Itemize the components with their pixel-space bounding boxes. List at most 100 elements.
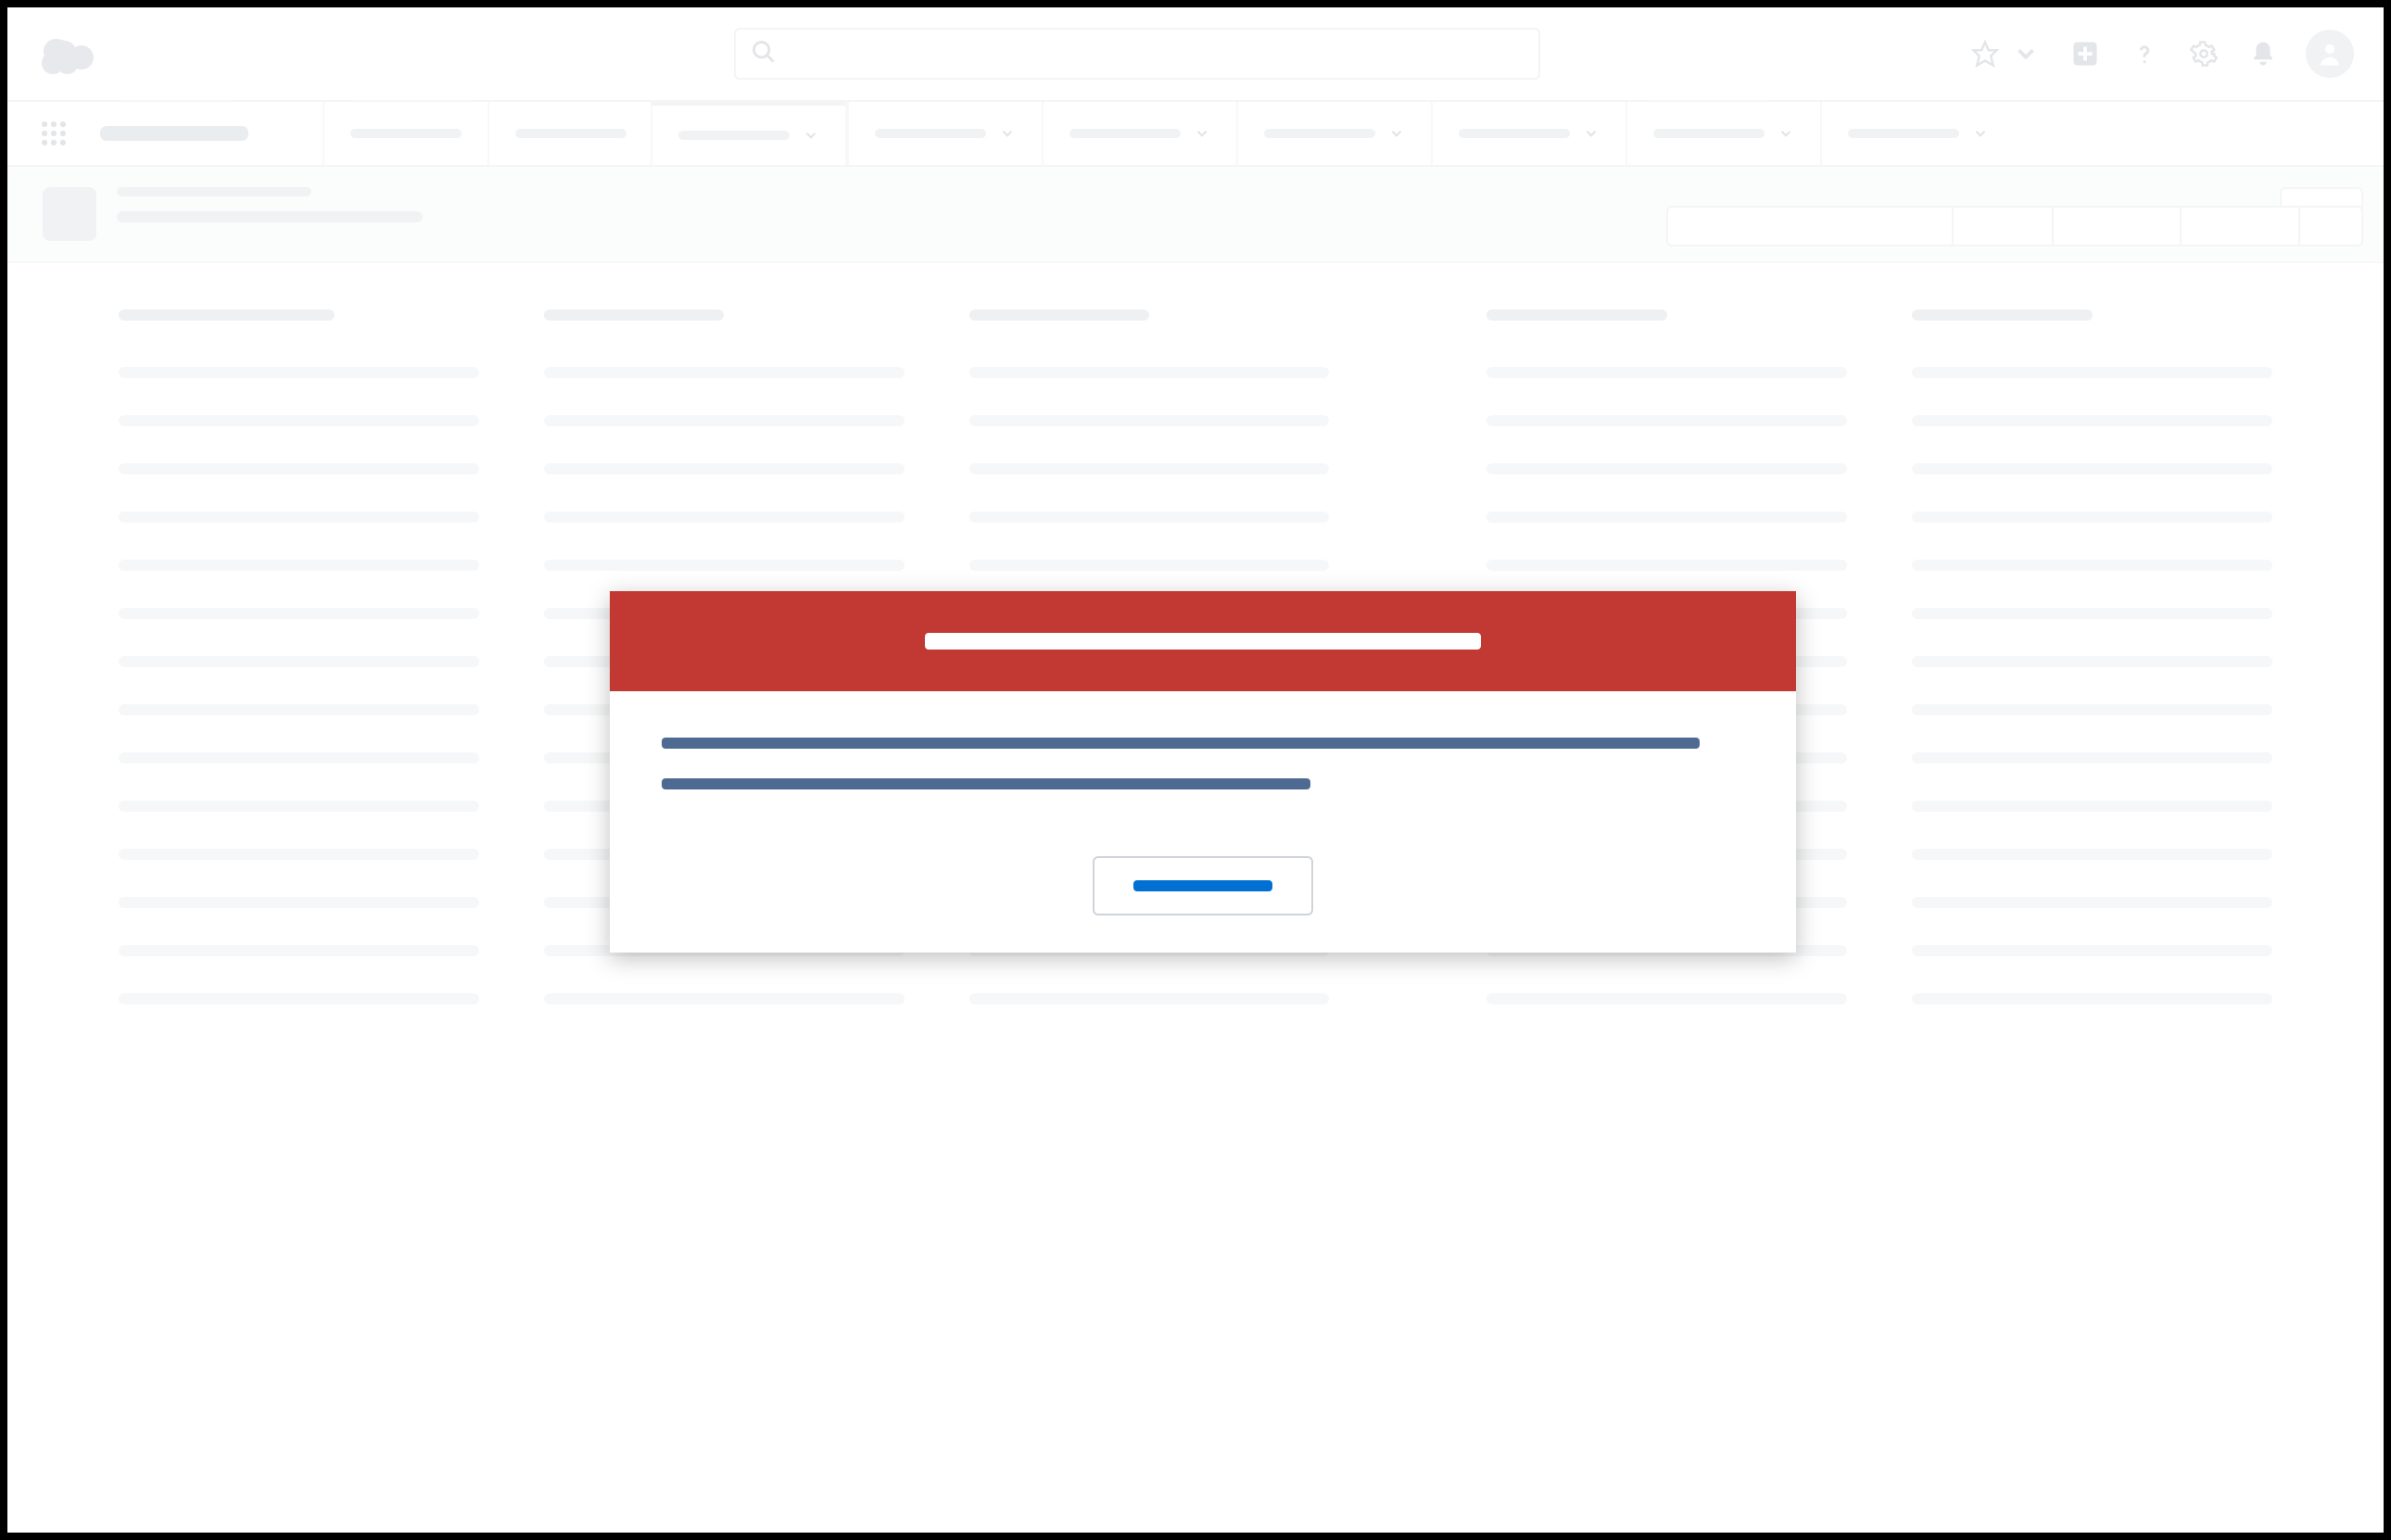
- modal-body-line-2: [662, 778, 1310, 789]
- content-row: [1912, 656, 2272, 667]
- modal-body-line-1: [662, 738, 1700, 749]
- page-header-eyebrow: [117, 187, 311, 196]
- chevron-down-icon[interactable]: [999, 125, 1016, 142]
- content-row: [1486, 993, 1847, 1004]
- page-header-seg-button-3[interactable]: [2180, 206, 2300, 246]
- page-header-seg-button-2[interactable]: [2052, 206, 2182, 246]
- content-row: [1912, 945, 2272, 956]
- nav-tab-label: [1653, 129, 1765, 138]
- chevron-down-icon[interactable]: [1388, 125, 1405, 142]
- content-row: [119, 752, 479, 764]
- column-header: [1912, 309, 2092, 321]
- content-row: [1912, 511, 2272, 523]
- content-row: [1486, 463, 1847, 474]
- nav-tab-label: [875, 129, 986, 138]
- modal-footer: [610, 838, 1796, 953]
- content-column-4: [1912, 309, 2272, 1004]
- nav-tab-0[interactable]: [323, 102, 487, 165]
- search-input[interactable]: [788, 44, 1524, 65]
- content-row: [1486, 415, 1847, 426]
- column-header: [544, 309, 724, 321]
- profile-avatar-icon[interactable]: [2306, 30, 2354, 78]
- content-row: [119, 897, 479, 908]
- content-row: [119, 511, 479, 523]
- content-row: [119, 704, 479, 715]
- nav-tab-3[interactable]: [847, 102, 1042, 165]
- content-row: [1912, 560, 2272, 571]
- content-column-0: [119, 309, 479, 1004]
- content-row: [1912, 463, 2272, 474]
- add-icon[interactable]: [2068, 37, 2102, 70]
- content-row: [969, 367, 1330, 378]
- chevron-down-icon[interactable]: [2009, 37, 2043, 70]
- content-row: [119, 849, 479, 860]
- nav-tab-7[interactable]: [1626, 102, 1820, 165]
- chevron-down-icon[interactable]: [1972, 125, 1989, 142]
- chevron-down-icon[interactable]: [803, 127, 819, 144]
- content-row: [119, 560, 479, 571]
- content-row: [969, 463, 1330, 474]
- modal-button-label: [1133, 880, 1272, 891]
- content-row: [544, 511, 905, 523]
- app-frame: [0, 0, 2391, 1540]
- content-row: [969, 993, 1330, 1004]
- content-row: [1486, 367, 1847, 378]
- search-icon: [751, 39, 777, 69]
- page-header-seg-button-0[interactable]: [1666, 206, 1954, 246]
- page-header-seg-button-1[interactable]: [1952, 206, 2054, 246]
- content-row: [969, 511, 1330, 523]
- content-row: [119, 367, 479, 378]
- nav-tab-1[interactable]: [487, 102, 652, 165]
- nav-tab-label: [1069, 129, 1181, 138]
- page-header-button-group: [1666, 206, 2363, 246]
- column-header: [969, 309, 1149, 321]
- content-row: [119, 463, 479, 474]
- setup-gear-icon[interactable]: [2187, 37, 2220, 70]
- nav-tab-label: [350, 129, 462, 138]
- content-row: [544, 560, 905, 571]
- salesforce-logo-icon: [37, 32, 104, 76]
- page-header-title: [117, 211, 423, 222]
- modal-title: [925, 633, 1481, 650]
- app-name-placeholder: [100, 126, 248, 141]
- error-modal: [610, 591, 1796, 953]
- chevron-down-icon[interactable]: [1194, 125, 1210, 142]
- app-name: [82, 102, 323, 165]
- modal-confirm-button[interactable]: [1093, 856, 1313, 915]
- nav-tab-8[interactable]: [1820, 102, 2015, 165]
- content-row: [1486, 511, 1847, 523]
- chevron-down-icon[interactable]: [1777, 125, 1794, 142]
- help-icon[interactable]: [2128, 37, 2161, 70]
- favorites-icon[interactable]: [1968, 37, 2002, 70]
- chevron-down-icon[interactable]: [1583, 125, 1600, 142]
- nav-tab-2[interactable]: [651, 102, 847, 165]
- nav-tab-4[interactable]: [1042, 102, 1236, 165]
- global-search[interactable]: [734, 28, 1540, 80]
- nav-tab-6[interactable]: [1431, 102, 1626, 165]
- content-row: [1912, 801, 2272, 812]
- page-header-seg-button-4[interactable]: [2298, 206, 2363, 246]
- global-header: [7, 7, 2384, 102]
- app-launcher-icon[interactable]: [26, 102, 82, 165]
- content-row: [1912, 415, 2272, 426]
- content-row: [544, 367, 905, 378]
- nav-tab-label: [678, 131, 790, 140]
- record-type-icon: [43, 187, 96, 241]
- notifications-bell-icon[interactable]: [2246, 37, 2280, 70]
- content-row: [1912, 993, 2272, 1004]
- content-row: [119, 656, 479, 667]
- content-row: [119, 993, 479, 1004]
- content-row: [969, 560, 1330, 571]
- nav-bar: [7, 102, 2384, 167]
- content-row: [119, 945, 479, 956]
- content-row: [1912, 608, 2272, 619]
- content-row: [544, 415, 905, 426]
- content-row: [119, 608, 479, 619]
- nav-tab-label: [1264, 129, 1375, 138]
- nav-tab-5[interactable]: [1236, 102, 1431, 165]
- content-row: [969, 415, 1330, 426]
- content-row: [544, 463, 905, 474]
- modal-header: [610, 591, 1796, 691]
- content-row: [1912, 704, 2272, 715]
- content-row: [1486, 560, 1847, 571]
